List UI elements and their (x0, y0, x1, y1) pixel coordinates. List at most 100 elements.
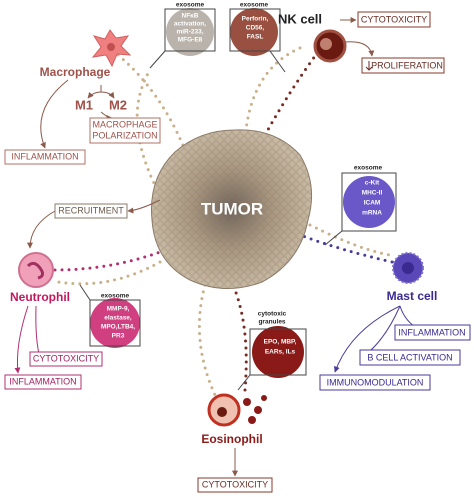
dot-path (56, 260, 162, 286)
exosome-content: MPO,LTB4, (101, 324, 135, 331)
arrow (127, 199, 161, 214)
neutrophil-nucleus (26, 261, 45, 280)
outcome-box (89, 117, 161, 144)
pointer (237, 374, 251, 391)
exosome-vesicle (166, 8, 214, 56)
arrow (27, 210, 56, 249)
granule (261, 395, 267, 401)
granules-content: EPO, MBP, (264, 339, 297, 346)
exosome-content: MFG-E8 (178, 37, 203, 44)
outcome-label: RECRUITMENT (58, 205, 124, 215)
outcome-label: CYTOTOXICITY (33, 353, 99, 363)
outcome-box (357, 11, 431, 28)
outcome-box (197, 477, 273, 493)
dot-path (53, 250, 162, 272)
nk-nucleus (320, 38, 332, 50)
exosome-title: exosome (240, 2, 269, 9)
outcome-box (361, 57, 445, 74)
pointer (149, 50, 166, 69)
arrow (35, 305, 42, 359)
outcome-box (359, 349, 461, 366)
exosome-content: MHC-II (362, 190, 383, 197)
outcome-label: MACROPHAGE (92, 119, 157, 129)
exosome-title: exosome (354, 165, 383, 172)
granules-title: cytotoxic (258, 311, 287, 318)
exosome-content: CD56, (246, 25, 265, 32)
granule (254, 406, 262, 414)
exosome-content: NFκB (182, 13, 199, 20)
granule (252, 326, 304, 378)
exosome-frame (229, 8, 281, 52)
dotted-paths (53, 46, 394, 397)
exosome-title: exosome (176, 2, 205, 9)
neutrophil-cell (18, 252, 54, 288)
outcome-box (29, 351, 103, 367)
exosome-content: miR-233, (176, 29, 203, 36)
dot-path (243, 46, 302, 142)
granule (248, 416, 256, 424)
dot-path (298, 233, 394, 264)
nk-label: NK cell (278, 11, 322, 26)
arrow (14, 305, 29, 374)
granule (243, 398, 251, 406)
pointer (324, 230, 343, 246)
arrow (100, 111, 113, 121)
exosome-content: PR3 (112, 333, 125, 340)
down-arrow (365, 61, 373, 71)
exosome-content: activation, (174, 21, 206, 28)
exosome-frame (164, 8, 216, 52)
outcome-label: B CELL ACTIVATION (367, 352, 452, 362)
pointer (269, 50, 286, 73)
granule-dots (243, 395, 267, 424)
outcome-box (54, 203, 128, 219)
arrow (40, 79, 69, 149)
outcome-label: INFLAMMATION (9, 376, 76, 386)
subtype-label: M2 (109, 97, 127, 112)
tumor-texture (151, 129, 312, 289)
macrophage-nucleus (107, 43, 115, 51)
mast-label: Mast cell (387, 289, 438, 303)
granules-title: granules (258, 319, 285, 326)
outcome-label: POLARIZATION (92, 130, 157, 140)
exosome-frame (341, 172, 397, 232)
subtype-label: M1 (75, 97, 93, 112)
exosome-content: elastase, (104, 315, 132, 322)
pointer (79, 284, 91, 301)
eosinophil-nucleus (217, 407, 227, 417)
arrow (100, 91, 115, 99)
dot-path (116, 53, 187, 152)
macrophage-label: Macrophage (40, 65, 111, 79)
outcome-label: CYTOTOXICITY (202, 479, 268, 489)
exosome-frame (89, 299, 141, 347)
exosome-content: ICAM (364, 200, 381, 207)
outcome-box (4, 374, 82, 390)
outcome-box (4, 149, 86, 165)
granules-content: EARs, ILs (265, 349, 296, 356)
exosome-content: mRNA (362, 210, 382, 217)
exosome-vesicle (90, 298, 140, 348)
outcome-label: CYTOTOXICITY (361, 14, 427, 24)
exosome-content: MMP-9, (107, 306, 130, 313)
arrow (87, 91, 102, 99)
outcome-label: IMMUNOMODULATION (327, 377, 424, 387)
outcome-label: INFLAMMATION (11, 151, 78, 161)
exosome-content: FASL (247, 34, 264, 41)
exosome-content: Perforin, (242, 16, 269, 23)
tumor-label: TUMOR (201, 199, 263, 218)
exosome-content: c-Kit (365, 180, 380, 187)
outcome-box (394, 324, 471, 341)
dot-path (135, 68, 162, 197)
dot-path (233, 288, 248, 392)
dot-path (263, 50, 320, 137)
exosome-vesicle (230, 8, 278, 56)
exosome-vesicle (343, 176, 395, 228)
dot-path (308, 223, 392, 257)
outcome-label: INFLAMMATION (398, 327, 465, 337)
neutrophil-label: Neutrophil (10, 290, 70, 304)
arrow (344, 41, 375, 57)
arrow (333, 305, 401, 373)
mast-nucleus (402, 262, 414, 274)
granules-frame (249, 328, 307, 376)
eosinophil-label: Eosinophil (201, 432, 262, 446)
